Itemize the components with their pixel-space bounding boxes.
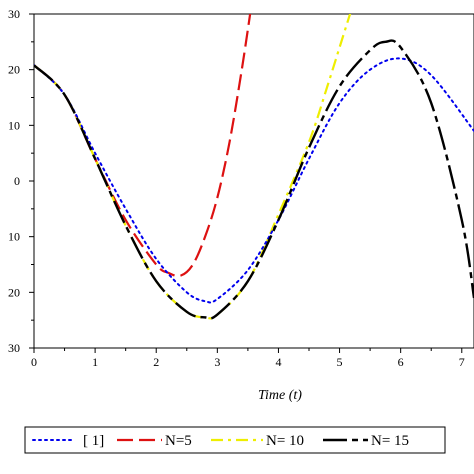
x-axis: 0 1 2 3 4 5 6 7	[31, 348, 465, 369]
y-tick-label: 0	[14, 174, 20, 188]
x-tick-label: 3	[214, 355, 220, 369]
y-tick-label: 20	[8, 285, 20, 299]
series-group	[34, 14, 474, 320]
y-tick-label: 10	[8, 230, 20, 244]
series-line-4	[34, 39, 474, 320]
y-tick-label: 20	[8, 63, 20, 77]
legend-frame	[24, 426, 446, 454]
y-axis: 30 20 10 0 10 20 30	[8, 7, 34, 355]
x-tick-label: 5	[337, 355, 343, 369]
x-tick-label: 6	[398, 355, 404, 369]
legend: [ 1] N=5 N= 10 N= 15	[24, 426, 446, 454]
x-axis-title: Time (t)	[258, 388, 302, 403]
x-tick-label: 2	[153, 355, 159, 369]
y-tick-label: 10	[8, 118, 20, 132]
legend-label-1: [ 1]	[83, 433, 104, 449]
x-tick-label: 1	[92, 355, 98, 369]
plot-frame	[33, 13, 474, 349]
x-tick-label: 7	[459, 355, 465, 369]
series-line-1	[34, 57, 474, 304]
y-tick-label: 30	[8, 341, 20, 355]
legend-label-3: N= 10	[266, 433, 304, 449]
legend-label-2: N=5	[165, 433, 192, 449]
legend-label-4: N= 15	[371, 433, 409, 449]
x-tick-label: 4	[275, 355, 281, 369]
y-tick-label: 30	[8, 7, 20, 21]
x-tick-label: 0	[31, 355, 37, 369]
series-line-3	[34, 14, 352, 320]
